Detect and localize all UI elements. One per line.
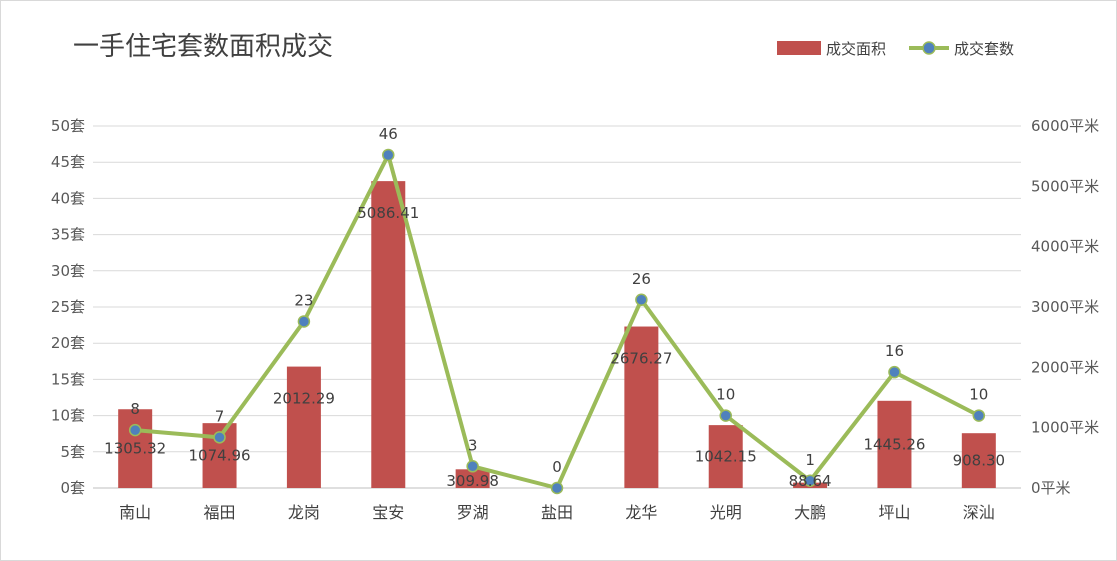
legend-line-marker <box>922 41 936 55</box>
bar-value-label: 309.98 <box>446 472 499 490</box>
category-label: 龙华 <box>625 503 657 522</box>
left-tick-label: 5套 <box>60 443 85 461</box>
line-point <box>719 409 732 422</box>
right-tick-label: 2000平米 <box>1031 358 1099 376</box>
bar-value-label: 5086.41 <box>357 204 419 222</box>
line-value-label: 3 <box>468 436 478 454</box>
bar-value-label: 1445.26 <box>863 435 925 453</box>
bar-value-label: 1042.15 <box>695 448 757 466</box>
category-label: 光明 <box>710 503 742 522</box>
legend-bar-swatch <box>777 41 821 55</box>
category-label: 大鹏 <box>794 503 826 522</box>
right-tick-label: 6000平米 <box>1031 117 1099 135</box>
line-value-label: 46 <box>379 125 398 143</box>
bar <box>708 425 743 488</box>
category-label: 盐田 <box>541 503 573 522</box>
line-point <box>466 460 479 473</box>
chart-title: 一手住宅套数面积成交 <box>73 32 333 62</box>
bar <box>877 400 912 488</box>
legend-line-label: 成交套数 <box>954 40 1014 58</box>
legend-bar-label: 成交面积 <box>826 40 886 58</box>
line-point <box>803 474 817 488</box>
left-tick-label: 35套 <box>51 226 85 244</box>
bar <box>371 181 406 488</box>
left-tick-label: 20套 <box>51 334 85 352</box>
line-point <box>550 481 564 495</box>
left-tick-label: 15套 <box>51 370 85 388</box>
line-value-label: 7 <box>215 407 225 425</box>
bar-value-label: 2012.29 <box>273 390 335 408</box>
line-value-label: 16 <box>885 342 904 360</box>
left-tick-label: 0套 <box>60 479 85 497</box>
category-axis: 南山 福田 龙岗 宝安 罗湖 盐田 龙华 光明 大鹏 坪山 深汕 <box>119 503 995 522</box>
bar <box>455 469 490 488</box>
bar <box>118 409 153 488</box>
bar-value-label: 908.30 <box>953 452 1006 470</box>
category-label: 南山 <box>119 503 151 522</box>
bar-value-label: 1305.32 <box>104 440 166 458</box>
right-tick-label: 3000平米 <box>1031 298 1099 316</box>
left-tick-label: 10套 <box>51 407 85 425</box>
left-tick-label: 50套 <box>51 117 85 135</box>
bar-value-label: 2676.27 <box>610 350 672 368</box>
category-label: 福田 <box>204 503 236 522</box>
legend: 成交面积 成交套数 <box>777 40 1014 58</box>
series-line <box>135 152 980 490</box>
left-axis: 0套 5套 10套 15套 20套 25套 30套 35套 40套 45套 50套 <box>51 117 85 497</box>
bar <box>286 366 321 488</box>
line-value-label: 0 <box>552 458 562 476</box>
line-series <box>128 148 986 495</box>
right-tick-label: 1000平米 <box>1031 419 1099 437</box>
line-point <box>213 431 226 444</box>
bar-value-label: 88.64 <box>789 472 832 490</box>
line-point <box>972 409 986 422</box>
line-point <box>382 148 395 162</box>
right-axis: 0平米 1000平米 2000平米 3000平米 4000平米 5000平米 6000平米 <box>1031 117 1099 497</box>
data-labels: 1305.32 1074.96 2012.29 5086.41 309.98 2676.2… <box>104 125 1005 490</box>
line-point <box>888 365 901 379</box>
left-tick-label: 45套 <box>51 153 85 171</box>
left-tick-label: 30套 <box>51 262 85 280</box>
category-label: 龙岗 <box>288 503 320 522</box>
line-point <box>128 423 142 437</box>
category-label: 宝安 <box>372 503 404 522</box>
line-value-label: 10 <box>969 386 988 404</box>
line-value-label: 23 <box>294 291 313 309</box>
bar <box>624 326 659 488</box>
category-label: 坪山 <box>878 503 910 522</box>
line-value-label: 10 <box>716 386 735 404</box>
line-point <box>635 293 648 307</box>
line-point <box>297 315 311 328</box>
bar-series <box>118 181 996 488</box>
category-label: 罗湖 <box>457 503 489 522</box>
right-tick-label: 4000平米 <box>1031 238 1099 256</box>
line-value-label: 26 <box>632 270 651 288</box>
left-tick-label: 40套 <box>51 189 85 207</box>
line-value-label: 1 <box>805 451 815 469</box>
bar-value-label: 1074.96 <box>189 447 251 465</box>
bar <box>961 433 996 488</box>
right-tick-label: 0平米 <box>1031 479 1071 497</box>
line-value-label: 8 <box>130 400 140 418</box>
right-tick-label: 5000平米 <box>1031 177 1099 195</box>
left-tick-label: 25套 <box>51 298 85 316</box>
category-label: 深汕 <box>963 503 995 522</box>
